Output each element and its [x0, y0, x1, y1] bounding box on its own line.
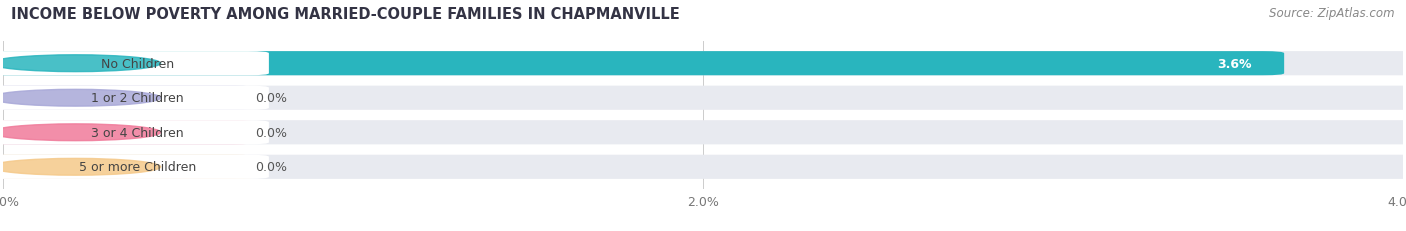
Text: 3 or 4 Children: 3 or 4 Children: [91, 126, 184, 139]
FancyBboxPatch shape: [0, 155, 1406, 179]
FancyBboxPatch shape: [0, 52, 269, 76]
FancyBboxPatch shape: [0, 86, 254, 110]
FancyBboxPatch shape: [0, 155, 269, 179]
Text: No Children: No Children: [101, 58, 174, 70]
FancyBboxPatch shape: [0, 121, 254, 145]
Text: 3.6%: 3.6%: [1218, 58, 1251, 70]
FancyBboxPatch shape: [0, 155, 254, 179]
Text: 5 or more Children: 5 or more Children: [79, 161, 197, 173]
Text: Source: ZipAtlas.com: Source: ZipAtlas.com: [1270, 7, 1395, 20]
Text: 0.0%: 0.0%: [254, 161, 287, 173]
Text: 0.0%: 0.0%: [254, 126, 287, 139]
Circle shape: [0, 159, 160, 176]
FancyBboxPatch shape: [0, 52, 1406, 76]
FancyBboxPatch shape: [0, 121, 1406, 145]
FancyBboxPatch shape: [0, 121, 269, 145]
Circle shape: [0, 124, 160, 141]
FancyBboxPatch shape: [0, 86, 1406, 110]
Text: 1 or 2 Children: 1 or 2 Children: [91, 92, 184, 105]
Circle shape: [0, 90, 160, 107]
Text: 0.0%: 0.0%: [254, 92, 287, 105]
FancyBboxPatch shape: [0, 86, 269, 110]
Text: INCOME BELOW POVERTY AMONG MARRIED-COUPLE FAMILIES IN CHAPMANVILLE: INCOME BELOW POVERTY AMONG MARRIED-COUPL…: [11, 7, 681, 22]
Circle shape: [0, 55, 160, 72]
FancyBboxPatch shape: [0, 52, 1284, 76]
